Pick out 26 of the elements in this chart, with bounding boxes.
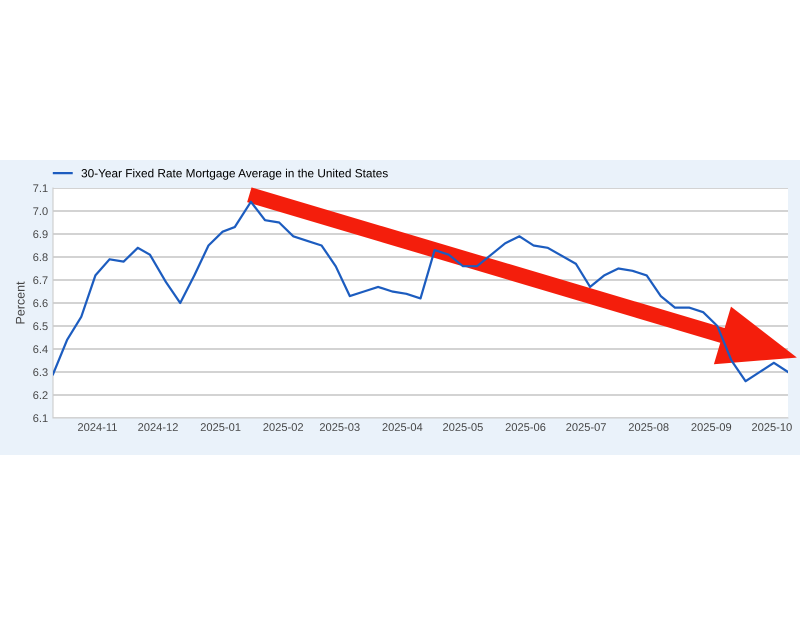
x-tick-label: 2025-05 — [443, 423, 483, 432]
x-tick-label: 2025-08 — [628, 423, 669, 432]
x-tick-label: 2025-07 — [566, 423, 606, 432]
x-tick-label: 2025-02 — [263, 423, 304, 432]
x-tick-label: 2024-11 — [78, 423, 117, 432]
y-tick-label: 6.1 — [33, 414, 48, 422]
x-tick-label: 2025-01 — [200, 423, 240, 432]
y-axis-title: Percent — [16, 282, 25, 324]
y-tick-label: 6.2 — [33, 391, 48, 400]
legend-label: 30-Year Fixed Rate Mortgage Average in the United States — [82, 168, 388, 180]
x-tick-label: 2025-10 — [752, 423, 792, 432]
x-tick-label: 2025-04 — [382, 423, 422, 432]
y-tick-label: 7.1 — [33, 184, 48, 192]
x-tick-label: 2025-03 — [320, 423, 360, 432]
x-tick-label: 2025-06 — [506, 423, 546, 432]
y-tick-label: 6.3 — [33, 368, 48, 376]
x-tick-label: 2025-09 — [691, 423, 732, 432]
x-tick-label: 2024-12 — [138, 423, 178, 432]
y-tick-label: 6.6 — [33, 299, 48, 308]
y-tick-label: 6.7 — [33, 276, 48, 284]
y-tick-label: 6.9 — [33, 230, 48, 238]
line-series — [53, 200, 788, 382]
y-tick-label: 7.0 — [33, 207, 48, 216]
y-tick-label: 6.4 — [33, 345, 48, 354]
y-tick-label: 6.5 — [33, 322, 48, 330]
y-tick-label: 6.8 — [33, 253, 48, 262]
